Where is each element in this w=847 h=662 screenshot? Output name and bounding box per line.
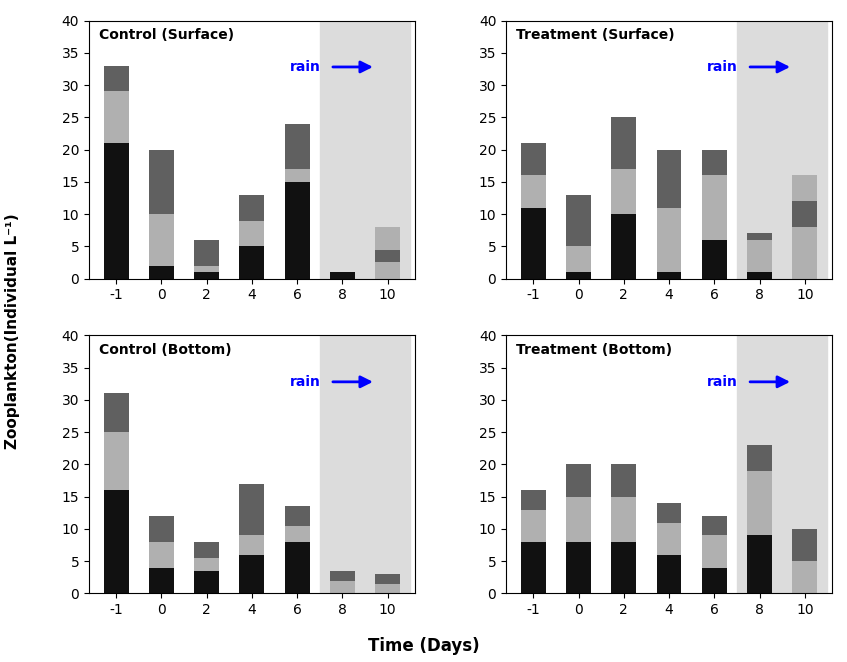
Bar	[240, 484, 264, 536]
Bar	[285, 169, 310, 182]
Bar	[149, 542, 174, 568]
Bar	[240, 555, 264, 594]
Bar	[793, 561, 817, 594]
Bar	[612, 169, 636, 214]
Bar	[285, 506, 310, 526]
Bar	[194, 542, 219, 558]
Bar	[103, 432, 129, 491]
Bar	[194, 272, 219, 279]
Bar	[702, 175, 727, 240]
Bar	[747, 272, 772, 279]
Text: rain: rain	[706, 375, 738, 389]
Bar	[330, 272, 355, 279]
Bar	[521, 208, 545, 279]
Bar	[375, 227, 400, 250]
Text: Treatment (Bottom): Treatment (Bottom)	[516, 343, 672, 357]
Bar	[285, 542, 310, 594]
Bar	[149, 516, 174, 542]
Bar	[656, 208, 682, 272]
Bar	[566, 272, 591, 279]
Text: Time (Days): Time (Days)	[368, 638, 479, 655]
Bar	[375, 574, 400, 584]
Bar	[656, 503, 682, 522]
Bar	[656, 522, 682, 555]
Bar	[702, 240, 727, 279]
Bar	[320, 336, 410, 594]
Bar	[737, 336, 828, 594]
Bar	[656, 272, 682, 279]
Bar	[702, 536, 727, 568]
Bar	[566, 246, 591, 272]
Text: rain: rain	[290, 60, 320, 74]
Bar	[240, 195, 264, 220]
Bar	[747, 234, 772, 240]
Bar	[747, 536, 772, 594]
Bar	[747, 240, 772, 272]
Bar	[103, 143, 129, 279]
Bar	[521, 510, 545, 542]
Bar	[330, 571, 355, 581]
Bar	[737, 21, 828, 279]
Bar	[330, 581, 355, 594]
Text: rain: rain	[290, 375, 320, 389]
Bar	[612, 542, 636, 594]
Bar	[240, 220, 264, 246]
Bar	[793, 529, 817, 561]
Bar	[194, 265, 219, 272]
Bar	[149, 568, 174, 594]
Bar	[103, 91, 129, 143]
Bar	[149, 150, 174, 214]
Bar	[285, 526, 310, 542]
Bar	[566, 465, 591, 496]
Bar	[566, 542, 591, 594]
Text: Control (Bottom): Control (Bottom)	[99, 343, 231, 357]
Bar	[375, 262, 400, 279]
Bar	[240, 246, 264, 279]
Text: Control (Surface): Control (Surface)	[99, 28, 234, 42]
Bar	[566, 496, 591, 542]
Bar	[656, 555, 682, 594]
Bar	[375, 584, 400, 594]
Bar	[240, 536, 264, 555]
Bar	[793, 175, 817, 201]
Bar	[656, 150, 682, 208]
Bar	[612, 465, 636, 496]
Bar	[521, 491, 545, 510]
Bar	[612, 214, 636, 279]
Bar	[194, 571, 219, 594]
Bar	[103, 393, 129, 432]
Bar	[103, 491, 129, 594]
Bar	[521, 175, 545, 208]
Bar	[747, 445, 772, 471]
Bar	[521, 143, 545, 175]
Bar	[612, 117, 636, 169]
Bar	[521, 542, 545, 594]
Text: Zooplankton(Individual L⁻¹): Zooplankton(Individual L⁻¹)	[5, 213, 20, 449]
Bar	[149, 214, 174, 265]
Bar	[702, 516, 727, 536]
Bar	[194, 240, 219, 265]
Bar	[149, 265, 174, 279]
Bar	[285, 124, 310, 169]
Bar	[375, 250, 400, 262]
Bar	[793, 201, 817, 227]
Bar	[702, 150, 727, 175]
Bar	[194, 558, 219, 571]
Bar	[612, 496, 636, 542]
Text: Treatment (Surface): Treatment (Surface)	[516, 28, 674, 42]
Bar	[566, 195, 591, 246]
Bar	[747, 471, 772, 536]
Bar	[285, 182, 310, 279]
Bar	[702, 568, 727, 594]
Bar	[320, 21, 410, 279]
Bar	[793, 227, 817, 279]
Text: rain: rain	[706, 60, 738, 74]
Bar	[103, 66, 129, 91]
